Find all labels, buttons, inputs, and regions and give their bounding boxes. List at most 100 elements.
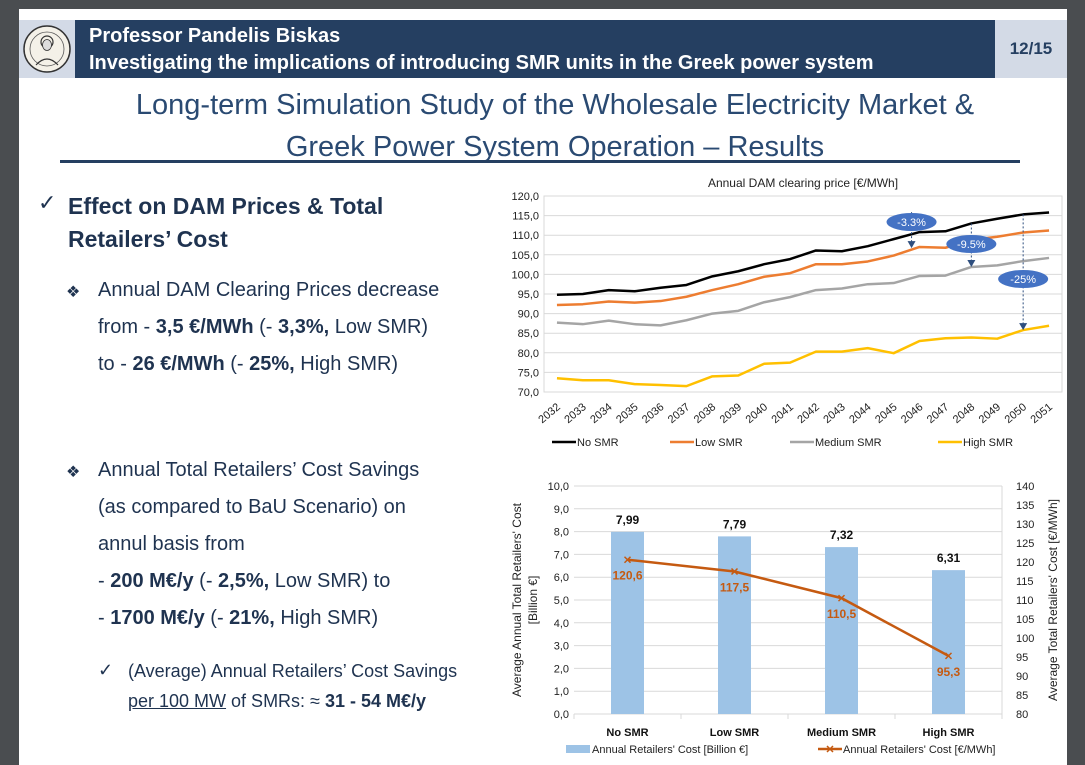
line-marker — [944, 652, 953, 660]
y-tick-label: 9,0 — [554, 504, 569, 516]
y-tick-label: 110,0 — [512, 230, 539, 242]
y-tick-label: 120,0 — [511, 191, 539, 203]
text: (- — [204, 607, 230, 629]
legend-label: Low SMR — [695, 437, 743, 449]
annotation-label: -3.3% — [897, 217, 926, 229]
y2-tick-label: 105 — [1016, 614, 1034, 626]
y2-tick-label: 80 — [1016, 709, 1028, 721]
y2-tick-label: 85 — [1016, 690, 1028, 702]
legend-label: Medium SMR — [815, 437, 882, 449]
bullet-line: (as compared to BaU Scenario) on — [98, 496, 406, 518]
x-tick-label: 2034 — [588, 401, 614, 426]
y2-axis-title: Average Total Retailers' Cost [€/MWh] — [1046, 499, 1060, 701]
y-tick-label: 5,0 — [554, 595, 569, 607]
y2-tick-label: 110 — [1016, 595, 1034, 607]
university-seal-icon — [19, 20, 75, 78]
annotation-bubble — [998, 270, 1049, 288]
y-tick-label: 7,0 — [554, 549, 569, 561]
text-bold: 200 M€/y — [110, 570, 194, 592]
x-tick-label: Medium SMR — [807, 727, 876, 739]
bullet-line: annul basis from — [98, 533, 245, 555]
text: - — [98, 607, 111, 629]
bar — [718, 536, 751, 714]
annotation-arrowhead — [907, 241, 916, 249]
bar-data-label: 7,99 — [616, 513, 640, 527]
y-tick-label: 75,0 — [518, 367, 539, 379]
bar — [611, 531, 644, 714]
y2-tick-label: 120 — [1016, 557, 1034, 569]
line-marker — [623, 556, 632, 564]
text-bold: 26 €/MWh — [132, 353, 225, 375]
presentation-subtitle: Investigating the implications of introd… — [89, 52, 874, 74]
bullet-line: - 1700 M€/y (- 21%, High SMR) — [98, 600, 419, 637]
sub-line: (Average) Annual Retailers’ Cost Savings — [128, 661, 458, 681]
bar-data-label: 7,32 — [830, 528, 854, 542]
legend-label: Annual Retailers' Cost [Billion €] — [592, 744, 748, 756]
text-bold: 21%, — [229, 607, 275, 629]
text-bold: 1700 M€/y — [110, 607, 205, 629]
x-tick-label: High SMR — [923, 727, 975, 739]
text: of SMRs: ≈ — [226, 691, 325, 711]
bullet-line: from - 3,5 €/MWh (- 3,3%, Low SMR) — [98, 309, 439, 346]
y-tick-label: 70,0 — [518, 387, 539, 399]
section-heading: Effect on DAM Prices & Total Retailers’ … — [68, 193, 384, 252]
x-tick-label: 2035 — [614, 401, 640, 426]
x-tick-label: 2051 — [1029, 401, 1055, 426]
sub-line: per 100 MW of SMRs: ≈ 31 - 54 M€/y — [128, 686, 457, 716]
bullet-line: Annual Total Retailers’ Cost Savings — [98, 459, 420, 481]
text: High SMR) — [294, 353, 399, 375]
y-tick-label: 100,0 — [511, 269, 539, 281]
x-tick-label: 2033 — [562, 401, 588, 426]
y-tick-label: 10,0 — [548, 481, 569, 493]
y2-tick-label: 135 — [1016, 500, 1034, 512]
header-band: Professor Pandelis Biskas Investigating … — [75, 20, 995, 78]
slide — [19, 9, 1067, 765]
legend-swatch — [566, 745, 590, 753]
x-tick-label: 2049 — [977, 401, 1003, 426]
y2-tick-label: 140 — [1016, 481, 1034, 493]
author-name: Professor Pandelis Biskas — [89, 25, 341, 47]
text-bold: 3,3%, — [278, 316, 330, 338]
text: Low SMR) — [329, 316, 429, 338]
bar-data-label: 7,79 — [723, 517, 747, 531]
y-tick-label: 2,0 — [554, 663, 569, 675]
page-title-line2: Greek Power System Operation – Results — [285, 131, 825, 163]
text: (- — [193, 570, 219, 592]
line-data-label: 95,3 — [937, 665, 961, 679]
x-tick-label: 2038 — [692, 401, 718, 426]
y-axis-title-unit: [Billion €] — [526, 576, 540, 625]
y2-tick-label: 130 — [1016, 519, 1034, 531]
text: (- — [253, 316, 279, 338]
page-number: 12/15 — [995, 20, 1067, 78]
y-tick-label: 4,0 — [554, 618, 569, 630]
y-tick-label: 3,0 — [554, 641, 569, 653]
text-bold: 31 - 54 M€/y — [324, 691, 427, 711]
line-data-label: 117,5 — [720, 581, 750, 595]
line-data-label: 120,6 — [612, 569, 642, 583]
text: from - — [98, 316, 156, 338]
x-tick-label: 2036 — [640, 401, 666, 426]
bar — [825, 547, 858, 714]
y-tick-label: 0,0 — [554, 709, 569, 721]
bar — [932, 570, 965, 714]
annotation-arrowhead — [967, 259, 976, 267]
text-underlined: per 100 MW — [128, 691, 227, 711]
x-tick-label: 2047 — [925, 401, 951, 426]
x-tick-label: 2048 — [951, 401, 977, 426]
text: - — [98, 570, 111, 592]
y-tick-label: 90,0 — [518, 309, 539, 321]
line-marker — [837, 594, 846, 602]
bullet-line: - 200 M€/y (- 2,5%, Low SMR) to — [98, 563, 419, 600]
text-bold: 2,5%, — [218, 570, 270, 592]
dam-price-line-chart: Annual DAM clearing price [€/MWh] 70,0 75,… — [511, 176, 1063, 449]
bullet-line: to - 26 €/MWh (- 25%, High SMR) — [98, 346, 439, 383]
annotation-label: -9.5% — [957, 239, 986, 251]
diamond-bullet-icon: ❖ — [66, 464, 81, 481]
x-tick-label: 2044 — [847, 401, 873, 426]
y-tick-label: 6,0 — [554, 572, 569, 584]
annotation-arrowhead — [1019, 323, 1028, 331]
window-edge — [1067, 0, 1085, 765]
bullet-line: Annual DAM Clearing Prices decrease — [98, 279, 440, 301]
y-axis-title: Average Annual Total Retailers' Cost — [510, 502, 524, 697]
text: to - — [98, 353, 133, 375]
